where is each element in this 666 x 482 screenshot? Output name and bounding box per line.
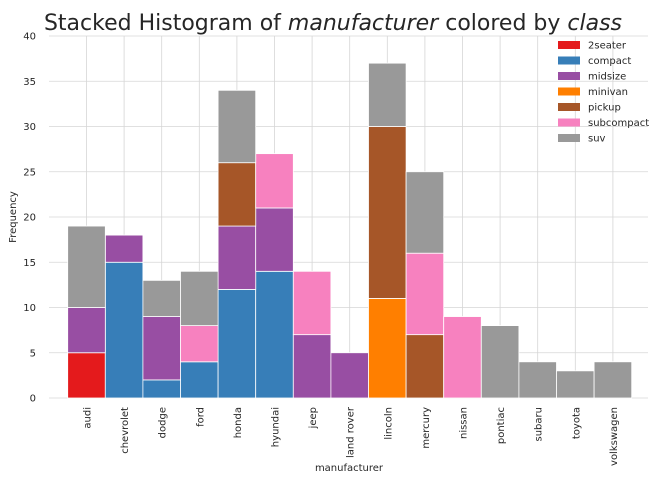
chart-title: Stacked Histogram of manufacturer colore… (44, 11, 622, 36)
bar-mercury-subcompact (405, 252, 445, 336)
title-variable-2: class (567, 11, 622, 36)
bar-land-rover-midsize (330, 352, 369, 399)
bar-honda-midsize (217, 225, 257, 290)
y-axis-ticks: 0 5 10 15 20 25 30 35 40 (23, 32, 36, 405)
x-tick-label-nissan: nissan (459, 407, 470, 439)
bar-dodge-midsize (142, 316, 181, 381)
legend-swatch-compact (558, 56, 580, 65)
x-tick-label-jeep: jeep (308, 407, 319, 429)
legend-swatch-2seater (558, 41, 580, 49)
y-tick-label-0: 0 (30, 394, 36, 405)
bar-hyundai-compact (255, 270, 294, 399)
bar-audi-suv (67, 225, 106, 308)
bar-jeep-midsize (292, 334, 332, 399)
legend-label-minivan: minivan (588, 87, 628, 98)
y-tick-label-7: 35 (23, 77, 36, 88)
x-tick-label-ford: ford (195, 407, 206, 427)
x-tick-label-land-rover: land rover (346, 406, 357, 458)
x-axis-label: manufacturer (315, 463, 384, 474)
legend-label-midsize: midsize (588, 72, 626, 83)
legend-swatch-midsize (558, 72, 580, 80)
legend-label-2seater: 2seater (588, 41, 627, 52)
bar-pontiac-suv (480, 325, 520, 399)
y-tick-label-6: 30 (23, 122, 36, 133)
bar-subaru-suv (518, 361, 557, 399)
bar-mercury-pickup (405, 334, 445, 399)
bar-lincoln-pickup (368, 126, 407, 299)
bar-honda-pickup (217, 162, 257, 227)
bar-lincoln-minivan (368, 298, 407, 399)
bar-chevrolet-midsize (104, 234, 144, 263)
legend-label-compact: compact (588, 56, 631, 67)
x-tick-label-chevrolet: chevrolet (120, 407, 131, 454)
legend-label-suv: suv (588, 134, 606, 145)
bar-toyota-suv (556, 370, 595, 399)
bar-ford-suv (180, 270, 219, 326)
x-tick-label-lincoln: lincoln (383, 407, 394, 440)
bar-dodge-suv (142, 279, 181, 317)
bar-ford-compact (180, 361, 219, 399)
y-tick-label-8: 40 (23, 32, 36, 43)
bar-hyundai-subcompact (255, 153, 294, 209)
title-middle: colored by (438, 11, 567, 36)
x-tick-label-hyundai: hyundai (271, 407, 282, 447)
legend-swatch-pickup (558, 103, 580, 111)
y-axis-label: Frequency (8, 191, 19, 243)
bar-jeep-subcompact (292, 270, 332, 336)
bar-honda-suv (217, 89, 257, 164)
y-tick-label-4: 20 (23, 213, 36, 224)
x-tick-label-subaru: subaru (534, 407, 545, 441)
x-tick-label-dodge: dodge (158, 407, 169, 438)
x-tick-label-honda: honda (233, 407, 244, 438)
legend-label-subcompact: subcompact (588, 118, 649, 129)
bar-volkswagen-suv (593, 361, 633, 399)
x-tick-label-audi: audi (83, 407, 94, 429)
legend-swatch-suv (558, 134, 580, 142)
bar-ford-subcompact (180, 325, 219, 363)
bar-dodge-compact (142, 379, 181, 399)
bars (67, 62, 633, 399)
legend: 2seater compact midsize minivan pickup subcom… (558, 41, 649, 145)
y-tick-label-5: 25 (23, 167, 36, 178)
legend-label-pickup: pickup (588, 103, 621, 114)
bar-nissan-subcompact (443, 316, 482, 399)
y-tick-label-1: 5 (30, 348, 36, 359)
y-tick-label-3: 15 (23, 258, 36, 269)
legend-swatch-minivan (558, 87, 580, 96)
bar-hyundai-midsize (255, 207, 294, 272)
legend-swatch-subcompact (558, 118, 580, 127)
bar-audi-midsize (67, 307, 106, 354)
x-tick-label-pontiac: pontiac (496, 407, 507, 444)
title-prefix: Stacked Histogram of (44, 11, 288, 36)
x-tick-label-volkswagen: volkswagen (609, 407, 620, 466)
bar-mercury-suv (405, 171, 445, 254)
title-variable-1: manufacturer (288, 11, 440, 36)
bar-audi-2seater (67, 352, 106, 399)
bar-honda-compact (217, 288, 257, 399)
x-tick-label-toyota: toyota (571, 407, 582, 439)
bar-chevrolet-compact (104, 261, 144, 399)
x-axis-ticks: audi chevrolet dodge ford honda hyundai jeep la… (83, 406, 620, 466)
x-tick-label-mercury: mercury (421, 407, 432, 449)
bar-lincoln-suv (368, 62, 407, 127)
y-tick-label-2: 10 (23, 303, 36, 314)
